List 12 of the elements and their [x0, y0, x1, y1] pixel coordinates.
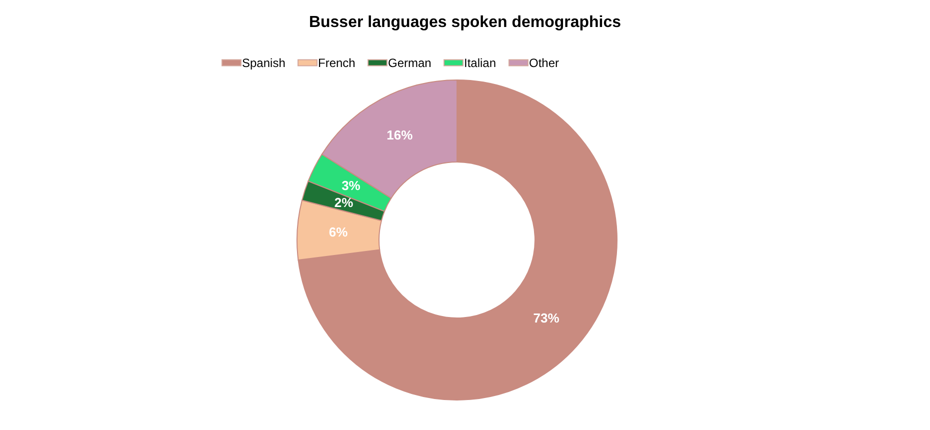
legend-label: French [318, 56, 356, 70]
legend-label: Other [529, 56, 560, 70]
data-label: 6% [328, 224, 348, 240]
data-label: 73% [533, 310, 560, 326]
legend-label: Italian [464, 56, 496, 70]
data-label: 2% [334, 195, 354, 210]
chart-title: Busser languages spoken demographics [308, 14, 622, 31]
data-label: 16% [386, 128, 414, 143]
donut-slice [298, 80, 618, 400]
legend-label: German [388, 56, 432, 70]
data-label: 3% [342, 178, 361, 193]
legend-label: Spanish [242, 56, 286, 70]
